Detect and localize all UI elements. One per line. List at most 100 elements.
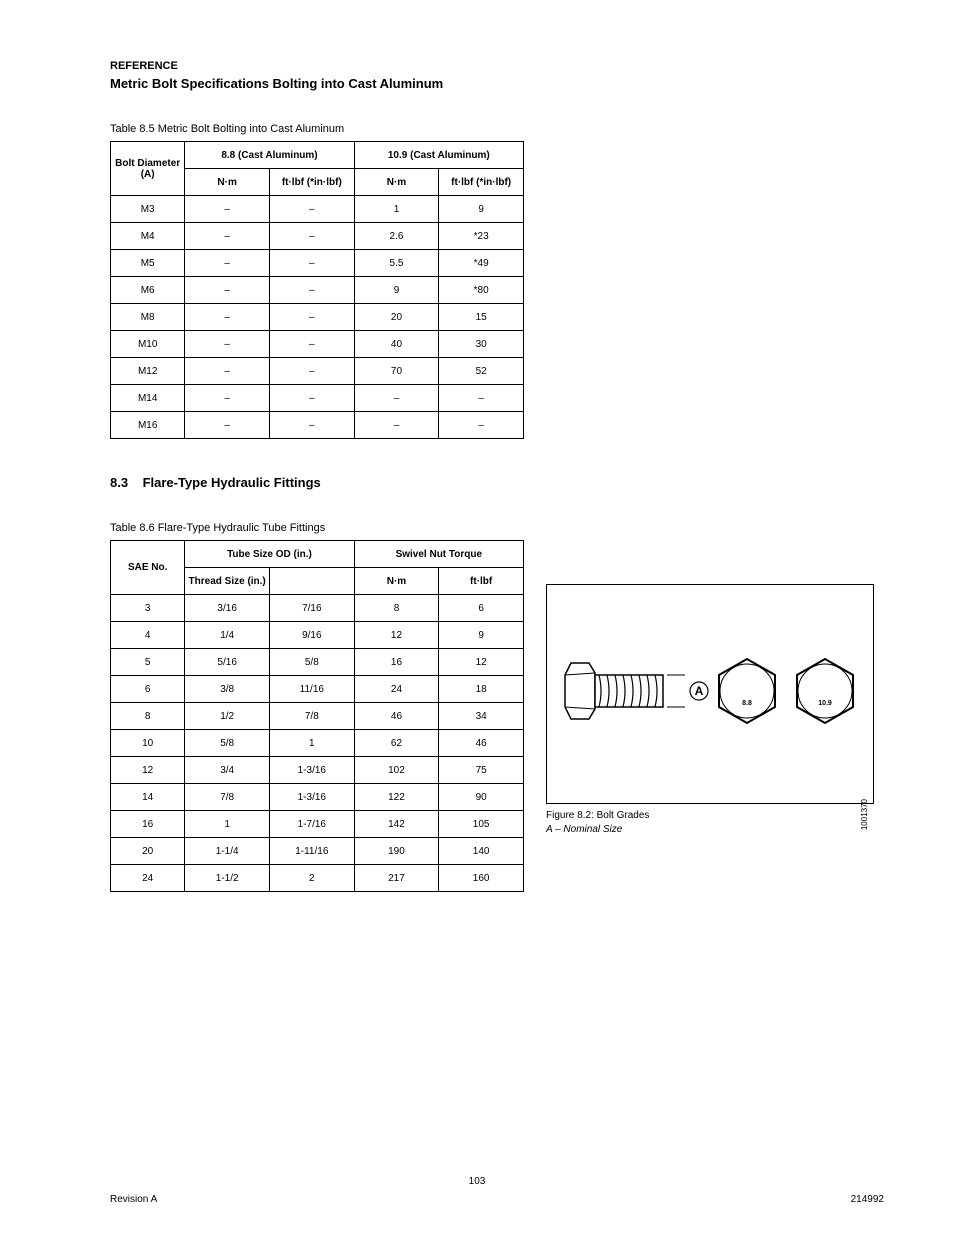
table-row: M16–––– [111, 412, 524, 439]
table-8-6-caption: Table 8.6 Flare-Type Hydraulic Tube Fitt… [110, 522, 884, 534]
table-cell: 122 [354, 784, 439, 811]
table-cell: – [185, 196, 270, 223]
table-8-5-caption: Table 8.5 Metric Bolt Bolting into Cast … [110, 123, 884, 135]
table-row: 241-1/22217160 [111, 865, 524, 892]
table-cell: – [269, 196, 354, 223]
table-cell: *23 [439, 223, 524, 250]
table-cell: 5/8 [185, 730, 270, 757]
table-cell: 24 [111, 865, 185, 892]
table-cell: M4 [111, 223, 185, 250]
table-cell: – [269, 304, 354, 331]
table-cell: 24 [354, 676, 439, 703]
table-row: 55/165/81612 [111, 649, 524, 676]
table-cell: 3/8 [185, 676, 270, 703]
table-cell: 34 [439, 703, 524, 730]
col-ftlb-2: ft·lbf (*in·lbf) [439, 169, 524, 196]
col-nm-2: N·m [354, 169, 439, 196]
table-cell: 16 [354, 649, 439, 676]
table-cell: 11/16 [269, 676, 354, 703]
table-cell: – [354, 412, 439, 439]
table-cell: 12 [111, 757, 185, 784]
table-cell: 46 [439, 730, 524, 757]
table-cell: 15 [439, 304, 524, 331]
table-cell: – [269, 223, 354, 250]
table-cell: 1-3/16 [269, 757, 354, 784]
col-tube-in: Thread Size (in.) [185, 568, 270, 595]
footer-revision: Revision A [110, 1194, 157, 1205]
table-cell: 142 [354, 811, 439, 838]
table-cell: – [269, 331, 354, 358]
table-cell: 6 [439, 595, 524, 622]
col-group-torque: Swivel Nut Torque [354, 541, 523, 568]
table-cell: M10 [111, 331, 185, 358]
table-row: 33/167/1686 [111, 595, 524, 622]
table-cell: M12 [111, 358, 185, 385]
figure-id: 1001370 [860, 799, 869, 830]
section-title-text: Flare-Type Hydraulic Fittings [143, 475, 321, 490]
table-cell: 12 [354, 622, 439, 649]
table-8-5: Bolt Diameter (A) 8.8 (Cast Aluminum) 10… [110, 141, 524, 439]
col-group-88: 8.8 (Cast Aluminum) [185, 142, 354, 169]
table-cell: 6 [111, 676, 185, 703]
table-row: M8––2015 [111, 304, 524, 331]
dimension-A-label: A [695, 684, 704, 698]
table-row: 123/41-3/1610275 [111, 757, 524, 784]
table-cell: 18 [439, 676, 524, 703]
table-cell: 9/16 [269, 622, 354, 649]
table-cell: 2 [269, 865, 354, 892]
table-cell: 20 [111, 838, 185, 865]
table-row: M5––5.5*49 [111, 250, 524, 277]
table-cell: 217 [354, 865, 439, 892]
table-cell: – [439, 385, 524, 412]
section-number: 8.3 [110, 475, 128, 490]
col-size: Bolt Diameter (A) [111, 142, 185, 196]
table-cell: – [269, 385, 354, 412]
col-group-tube: Tube Size OD (in.) [185, 541, 354, 568]
table-cell: 9 [354, 277, 439, 304]
table-row: M10––4030 [111, 331, 524, 358]
figure-8-2-caption: Figure 8.2: Bolt Grades [546, 810, 649, 821]
table-cell: 40 [354, 331, 439, 358]
table-cell: 1 [354, 196, 439, 223]
table-cell: 5/16 [185, 649, 270, 676]
table-cell: 1 [185, 811, 270, 838]
table-cell: 160 [439, 865, 524, 892]
table-cell: 30 [439, 331, 524, 358]
figure-8-2: A 8.8 10.9 1001370 [546, 584, 874, 804]
table-cell: – [269, 277, 354, 304]
table-cell: – [185, 412, 270, 439]
table-cell: M5 [111, 250, 185, 277]
table-cell: 1-7/16 [269, 811, 354, 838]
table-row: M4––2.6*23 [111, 223, 524, 250]
table-cell: 140 [439, 838, 524, 865]
table-row: M6––9*80 [111, 277, 524, 304]
table-cell: 5 [111, 649, 185, 676]
table-cell: 1/2 [185, 703, 270, 730]
table-cell: 62 [354, 730, 439, 757]
hex-109-label: 10.9 [818, 700, 832, 707]
table-cell: 8 [354, 595, 439, 622]
table-cell: 2.6 [354, 223, 439, 250]
table-cell: 16 [111, 811, 185, 838]
table-cell: 1 [269, 730, 354, 757]
table-cell: 46 [354, 703, 439, 730]
table-cell: – [185, 385, 270, 412]
table-cell: M8 [111, 304, 185, 331]
table-row: 1611-7/16142105 [111, 811, 524, 838]
table-cell: 190 [354, 838, 439, 865]
col-ftlb: ft·lbf [439, 568, 524, 595]
section-8-3-number: 8.3 Flare-Type Hydraulic Fittings [110, 475, 884, 490]
table-cell: 12 [439, 649, 524, 676]
page-section-header: REFERENCE [110, 60, 884, 72]
table-cell: 3/16 [185, 595, 270, 622]
table-row: M3––19 [111, 196, 524, 223]
table-cell: 70 [354, 358, 439, 385]
table-cell: 1-1/2 [185, 865, 270, 892]
table-row: M12––7052 [111, 358, 524, 385]
table-row: M14–––– [111, 385, 524, 412]
table-cell: 9 [439, 196, 524, 223]
table-cell: 20 [354, 304, 439, 331]
table-cell: 102 [354, 757, 439, 784]
table-cell: 9 [439, 622, 524, 649]
table-cell: *80 [439, 277, 524, 304]
